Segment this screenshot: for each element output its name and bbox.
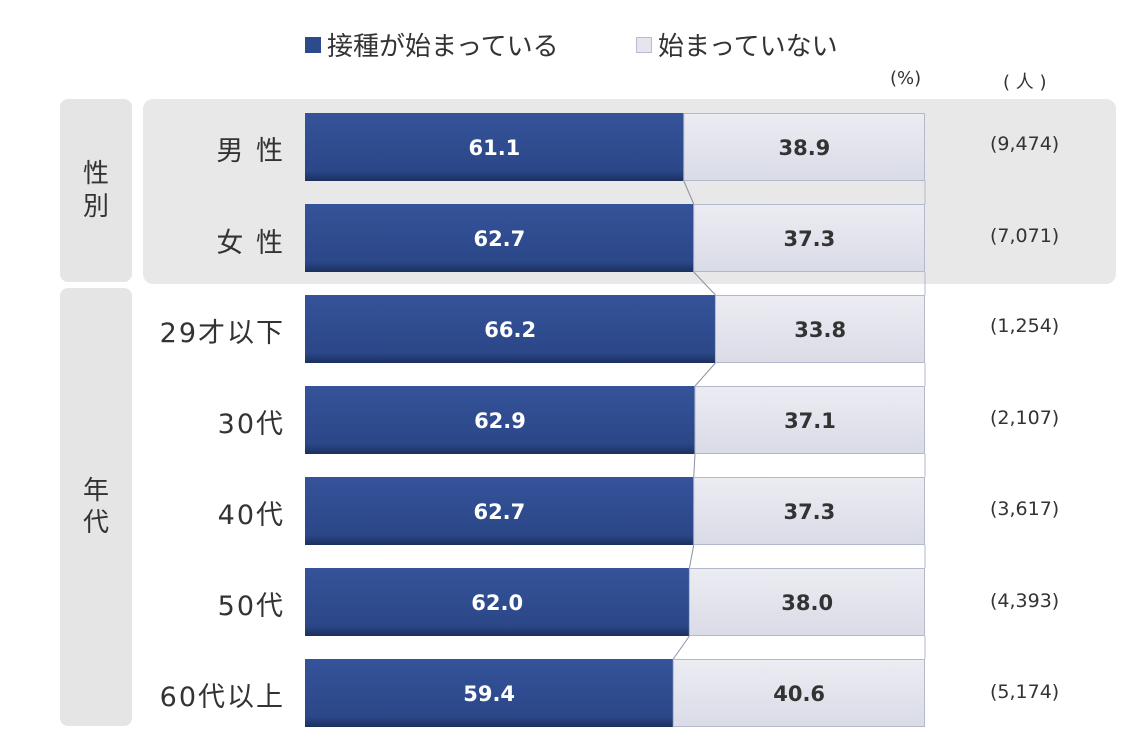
n-label-30s: (2,107) — [990, 407, 1060, 429]
value-not-started-60s-plus: 40.6 — [773, 682, 825, 706]
value-started-female: 62.7 — [473, 227, 525, 251]
n-label-male: (9,474) — [990, 133, 1060, 155]
bar-started-60s-plus — [305, 659, 674, 727]
value-not-started-under-29: 33.8 — [794, 318, 846, 342]
count-unit-label: ( 人 ) — [1003, 72, 1047, 93]
bar-not-started-female — [693, 204, 925, 272]
bar-not-started-40s — [693, 477, 925, 545]
value-started-60s-plus: 59.4 — [463, 682, 515, 706]
bar-started-male — [305, 113, 684, 181]
bars — [305, 113, 926, 727]
bar-started-50s — [305, 568, 690, 636]
group-label-gender-text: 性別 — [82, 159, 109, 222]
legend: 接種が始まっている 始まっていない — [0, 26, 1145, 62]
n-label-50s: (4,393) — [990, 590, 1060, 612]
n-label-under-29: (1,254) — [990, 315, 1060, 337]
group-label-age: 年代 — [60, 288, 132, 726]
value-not-started-50s: 38.0 — [781, 591, 833, 615]
category-label-60s-plus: 60代以上 — [159, 682, 285, 713]
group-label-age-text: 年代 — [82, 475, 109, 539]
bar-not-started-60s-plus — [672, 659, 926, 727]
legend-item-not-started: 始まっていない — [636, 26, 838, 63]
connector-line-40s — [688, 544, 695, 569]
connector-line-female — [693, 271, 716, 296]
value-not-started-male: 38.9 — [778, 136, 830, 160]
n-label-60s-plus: (5,174) — [990, 681, 1060, 703]
connector-line-under-29 — [694, 362, 716, 387]
bar-started-40s — [305, 477, 694, 545]
category-label-female: 女 性 — [216, 228, 285, 259]
value-started-male: 61.1 — [468, 136, 520, 160]
legend-item-started: 接種が始まっている — [305, 26, 559, 63]
legend-label-not-started: 始まっていない — [658, 32, 838, 62]
legend-swatch-not-started — [636, 36, 652, 53]
category-label-30s: 30代 — [217, 409, 285, 440]
bar-started-female — [305, 204, 694, 272]
bar-started-30s — [305, 386, 695, 454]
bar-not-started-50s — [688, 568, 926, 636]
bar-not-started-30s — [694, 386, 925, 454]
value-not-started-30s: 37.1 — [784, 409, 836, 433]
bar-not-started-under-29 — [714, 295, 925, 363]
connector-lines — [672, 180, 926, 660]
legend-swatch-started — [305, 36, 321, 53]
bar-values: 61.1 38.9 62.7 37.3 66.2 33.8 62.9 37.1 62.7 37.3… — [463, 136, 846, 706]
value-started-under-29: 66.2 — [484, 318, 536, 342]
category-label-40s: 40代 — [217, 500, 285, 531]
value-started-40s: 62.7 — [473, 500, 525, 524]
value-started-30s: 62.9 — [474, 409, 526, 433]
connector-line-30s — [693, 453, 696, 478]
n-label-female: (7,071) — [990, 225, 1060, 247]
group-label-gender: 性別 — [60, 99, 132, 282]
value-not-started-female: 37.3 — [783, 227, 835, 251]
connector-line-50s — [672, 635, 690, 660]
connector-line-male — [683, 180, 695, 205]
percent-unit-label: (%) — [890, 68, 922, 89]
legend-label-started: 接種が始まっている — [327, 32, 559, 62]
category-label-under-29: 29才以下 — [159, 318, 285, 349]
value-started-50s: 62.0 — [471, 591, 523, 615]
bar-started-under-29 — [305, 295, 716, 363]
category-label-50s: 50代 — [217, 591, 285, 622]
bar-not-started-male — [683, 113, 925, 181]
category-label-male: 男 性 — [216, 136, 285, 167]
value-not-started-40s: 37.3 — [783, 500, 835, 524]
n-label-40s: (3,617) — [990, 498, 1060, 520]
